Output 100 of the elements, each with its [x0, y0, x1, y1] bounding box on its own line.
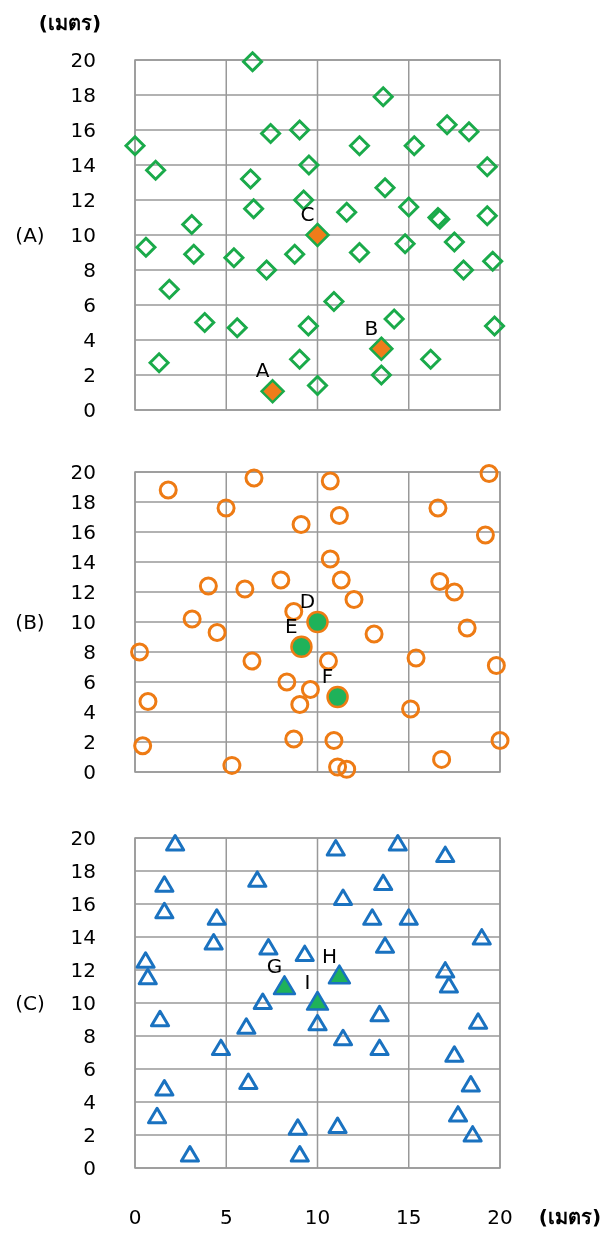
point [320, 549, 340, 569]
point [327, 1116, 348, 1134]
point [158, 278, 180, 300]
point [137, 967, 158, 986]
point [364, 624, 384, 644]
point [154, 875, 175, 893]
x-tick-label: 5 [219, 1205, 233, 1229]
x-tick-label: 10 [304, 1205, 331, 1229]
point [362, 908, 383, 926]
point [374, 177, 396, 199]
y-axis-title: (C) [15, 991, 45, 1015]
point [326, 685, 349, 709]
point [482, 250, 504, 272]
point [475, 525, 495, 545]
point [256, 259, 278, 281]
y-tick-label: 0 [83, 398, 96, 422]
point [238, 1072, 259, 1090]
point [226, 317, 248, 339]
y-tick-label: 4 [83, 700, 96, 724]
point [198, 576, 218, 596]
point [124, 135, 146, 157]
point [486, 656, 506, 675]
point [133, 736, 153, 756]
y-tick-label: 8 [83, 1024, 96, 1048]
point [403, 135, 425, 157]
y-tick-label: 14 [70, 153, 96, 177]
x-tick-label: 20 [487, 1205, 513, 1229]
point [329, 506, 349, 525]
point [207, 623, 227, 642]
point [325, 839, 346, 857]
y-tick-label: 2 [83, 730, 96, 754]
y-tick-label: 16 [70, 118, 96, 142]
annotation: B [364, 315, 379, 340]
point [484, 315, 506, 337]
point [130, 642, 150, 662]
point [240, 168, 262, 190]
point [462, 1125, 483, 1143]
point [179, 1145, 200, 1163]
point [444, 1045, 465, 1063]
point [453, 259, 474, 281]
point [154, 1079, 175, 1097]
point [247, 870, 268, 888]
point [272, 975, 297, 996]
annotation: G [266, 954, 283, 979]
y-axis-title: (A) [15, 223, 45, 247]
y-tick-label: 6 [83, 670, 96, 694]
annotation: A [255, 358, 270, 383]
point [344, 590, 364, 609]
y-tick-label: 20 [70, 826, 96, 850]
point [307, 375, 328, 396]
y-tick-label: 14 [70, 925, 96, 949]
point [398, 196, 420, 218]
point [369, 1004, 390, 1023]
point [223, 247, 245, 269]
y-tick-label: 12 [70, 580, 96, 604]
point [333, 1028, 354, 1047]
point [348, 242, 370, 263]
point [216, 498, 236, 518]
point [289, 348, 311, 370]
annotation: D [299, 589, 316, 613]
y-tick-label: 14 [70, 550, 96, 574]
y-tick-label: 18 [70, 859, 96, 883]
annotation: E [285, 613, 298, 638]
annotation: H [321, 943, 337, 968]
point [306, 610, 329, 634]
point [374, 936, 396, 954]
y-tick-label: 4 [83, 328, 96, 352]
y-tick-label: 18 [70, 83, 96, 107]
y-tick-label: 8 [83, 640, 96, 664]
point [324, 731, 344, 750]
y-tick-label: 6 [83, 1057, 96, 1081]
point [300, 680, 320, 699]
y-tick-label: 2 [83, 363, 96, 387]
point [287, 1118, 308, 1136]
annotation: I [304, 970, 311, 994]
point [373, 873, 394, 892]
point [369, 1038, 390, 1057]
point [476, 205, 498, 227]
point [460, 1075, 481, 1093]
point [444, 582, 464, 602]
point [401, 699, 421, 719]
point [154, 901, 175, 920]
point [333, 888, 354, 906]
point [369, 336, 394, 361]
y-tick-label: 20 [70, 460, 96, 484]
point [468, 1012, 489, 1030]
point [183, 243, 205, 265]
y-tick-label: 16 [70, 520, 96, 544]
point [242, 51, 264, 73]
point [430, 572, 450, 591]
point [284, 729, 304, 749]
y-tick-label: 6 [83, 293, 96, 317]
point [284, 243, 306, 265]
point [443, 231, 465, 253]
point [490, 731, 510, 750]
point [305, 990, 330, 1011]
point [236, 1017, 257, 1035]
point [222, 755, 242, 775]
point [194, 312, 216, 333]
point [420, 348, 442, 370]
